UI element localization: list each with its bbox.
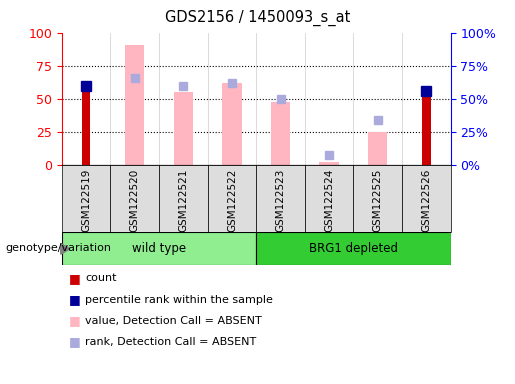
Text: ■: ■ <box>69 293 80 306</box>
Bar <box>62 232 256 265</box>
Text: value, Detection Call = ABSENT: value, Detection Call = ABSENT <box>85 316 262 326</box>
Text: GDS2156 / 1450093_s_at: GDS2156 / 1450093_s_at <box>165 10 350 26</box>
Bar <box>422 88 431 165</box>
Text: wild type: wild type <box>132 242 186 255</box>
Polygon shape <box>61 243 70 254</box>
Text: ■: ■ <box>69 314 80 327</box>
Text: GSM122526: GSM122526 <box>421 169 432 232</box>
Bar <box>368 132 387 165</box>
Text: GSM122523: GSM122523 <box>276 169 285 232</box>
Text: ■: ■ <box>69 272 80 285</box>
Bar <box>256 165 305 232</box>
Text: count: count <box>85 273 116 283</box>
Text: rank, Detection Call = ABSENT: rank, Detection Call = ABSENT <box>85 337 256 347</box>
Bar <box>110 165 159 232</box>
Bar <box>271 101 290 165</box>
Text: GSM122520: GSM122520 <box>130 169 140 232</box>
Bar <box>62 165 110 232</box>
Text: GSM122522: GSM122522 <box>227 169 237 232</box>
Bar <box>402 165 451 232</box>
Bar <box>222 83 242 165</box>
Bar <box>82 86 91 165</box>
Bar <box>256 232 451 265</box>
Text: percentile rank within the sample: percentile rank within the sample <box>85 295 273 305</box>
Text: GSM122519: GSM122519 <box>81 169 91 232</box>
Text: GSM122525: GSM122525 <box>373 169 383 232</box>
Bar <box>174 92 193 165</box>
Text: GSM122524: GSM122524 <box>324 169 334 232</box>
Text: GSM122521: GSM122521 <box>178 169 188 232</box>
Bar <box>305 165 353 232</box>
Bar <box>125 45 144 165</box>
Text: ■: ■ <box>69 335 80 348</box>
Bar <box>319 162 339 165</box>
Bar <box>353 165 402 232</box>
Text: BRG1 depleted: BRG1 depleted <box>309 242 398 255</box>
Text: genotype/variation: genotype/variation <box>5 243 111 253</box>
Bar <box>159 165 208 232</box>
Bar <box>208 165 256 232</box>
